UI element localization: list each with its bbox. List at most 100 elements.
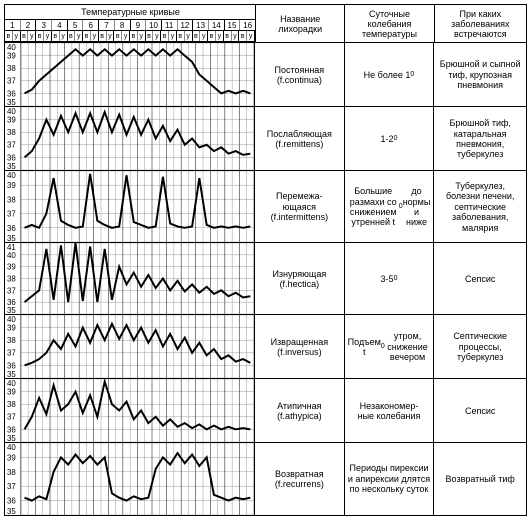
svg-text:40: 40 [7, 443, 16, 452]
svg-text:38: 38 [7, 64, 16, 73]
day-number: 12 [178, 20, 194, 30]
vu-cell: в [208, 31, 216, 41]
svg-text:39: 39 [7, 324, 16, 333]
vu-cell: у [107, 31, 115, 41]
header-chart-title: Температурные кривые [5, 5, 256, 20]
fever-row: 353637383940Атипичная(f.athypica)Незакон… [5, 379, 526, 443]
svg-text:37: 37 [7, 141, 16, 150]
vu-cell: в [52, 31, 60, 41]
vu-row: вувувувувувувувувувувувувувувуву [5, 31, 256, 42]
svg-text:35: 35 [7, 434, 16, 442]
day-number: 10 [146, 20, 162, 30]
chart-cell: 353637383940 [5, 107, 255, 170]
svg-text:40: 40 [7, 315, 16, 324]
svg-text:41: 41 [7, 243, 16, 252]
vu-cell: в [5, 31, 13, 41]
svg-text:35: 35 [7, 370, 16, 378]
fluct-cell: Периоды пирексии и апирексии длятся по н… [345, 443, 435, 515]
day-number: 14 [209, 20, 225, 30]
name-cell: Атипичная(f.athypica) [255, 379, 345, 443]
svg-text:39: 39 [7, 388, 16, 397]
day-number: 2 [21, 20, 37, 30]
svg-text:35: 35 [7, 507, 16, 515]
vu-cell: у [200, 31, 208, 41]
vu-cell: в [239, 31, 247, 41]
svg-text:37: 37 [7, 413, 16, 422]
vu-cell: у [247, 31, 255, 41]
disease-cell: Сепсис [434, 379, 526, 443]
name-cell: Изнуряющая(f.hectica) [255, 243, 345, 315]
svg-text:40: 40 [7, 43, 16, 52]
day-number: 9 [131, 20, 147, 30]
fever-row: 35363738394041Изнуряющая(f.hectica)3-50С… [5, 243, 526, 315]
vu-cell: в [83, 31, 91, 41]
svg-text:35: 35 [7, 306, 16, 314]
vu-cell: в [36, 31, 44, 41]
svg-text:40: 40 [7, 171, 16, 180]
disease-cell: Септические процессы, туберкулез [434, 315, 526, 379]
vu-cell: в [193, 31, 201, 41]
disease-cell: Брюшной и сыпной тиф, крупозная пневмони… [434, 43, 526, 107]
svg-text:39: 39 [7, 181, 16, 190]
vu-cell: у [232, 31, 240, 41]
header-name: Название лихорадки [256, 5, 345, 42]
disease-cell: Брюшной тиф, катаральная пневмония, тубе… [434, 107, 526, 171]
disease-cell: Туберкулез, болезни печени, септические … [434, 171, 526, 243]
vu-cell: у [153, 31, 161, 41]
svg-text:38: 38 [7, 468, 16, 477]
vu-cell: в [68, 31, 76, 41]
svg-text:38: 38 [7, 195, 16, 204]
chart-cell: 353637383940 [5, 171, 255, 242]
day-number: 16 [240, 20, 255, 30]
day-number: 7 [99, 20, 115, 30]
svg-text:35: 35 [7, 162, 16, 170]
chart-subheader: 12345678910111213141516 вувувувувувувуву… [5, 20, 255, 42]
fluct-cell: 3-50 [345, 243, 435, 315]
vu-cell: в [161, 31, 169, 41]
fever-row: 353637383940Послабляющая(f.remittens)1-2… [5, 107, 526, 171]
vu-cell: у [28, 31, 36, 41]
vu-cell: в [114, 31, 122, 41]
svg-text:36: 36 [7, 89, 16, 98]
svg-text:36: 36 [7, 298, 16, 307]
svg-text:39: 39 [7, 263, 16, 272]
svg-text:38: 38 [7, 336, 16, 345]
name-cell: Извращенная(f.inversus) [255, 315, 345, 379]
svg-text:39: 39 [7, 52, 16, 61]
fever-row: 353637383940Перемежа-ющаяся(f.intermitte… [5, 171, 526, 243]
fever-row: 353637383940Постоянная(f.continua)Не бол… [5, 43, 526, 107]
fluct-cell: Не более 10 [345, 43, 435, 107]
day-number: 13 [193, 20, 209, 30]
svg-text:36: 36 [7, 224, 16, 233]
chart-cell: 353637383940 [5, 315, 255, 378]
chart-cell: 35363738394041 [5, 243, 255, 314]
chart-cell: 353637383940 [5, 379, 255, 442]
day-number: 1 [5, 20, 21, 30]
fluct-cell: Незакономер-ные колебания [345, 379, 435, 443]
svg-text:35: 35 [7, 234, 16, 242]
fluct-cell: 1-20 [345, 107, 435, 171]
header-fluct: Суточные колебания температуры [345, 5, 434, 42]
name-cell: Послабляющая(f.remittens) [255, 107, 345, 171]
vu-cell: у [75, 31, 83, 41]
vu-cell: у [169, 31, 177, 41]
svg-text:40: 40 [7, 251, 16, 260]
disease-cell: Сепсис [434, 243, 526, 315]
svg-text:36: 36 [7, 425, 16, 434]
day-number: 15 [225, 20, 241, 30]
vu-cell: в [21, 31, 29, 41]
header-row: Температурные кривые 1234567891011121314… [5, 5, 526, 43]
vu-cell: в [99, 31, 107, 41]
day-number: 11 [162, 20, 178, 30]
header-chart: Температурные кривые 1234567891011121314… [5, 5, 256, 42]
svg-text:37: 37 [7, 482, 16, 491]
fluct-cell: Большие размахи со снижением утренней t0… [345, 171, 435, 243]
header-disease: При каких заболеваниях встречаются [435, 5, 526, 42]
svg-text:38: 38 [7, 274, 16, 283]
chart-cell: 353637383940 [5, 443, 255, 515]
rows-container: 353637383940Постоянная(f.continua)Не бол… [5, 43, 526, 515]
svg-text:35: 35 [7, 98, 16, 106]
svg-text:36: 36 [7, 153, 16, 162]
name-cell: Постоянная(f.continua) [255, 43, 345, 107]
vu-cell: в [177, 31, 185, 41]
